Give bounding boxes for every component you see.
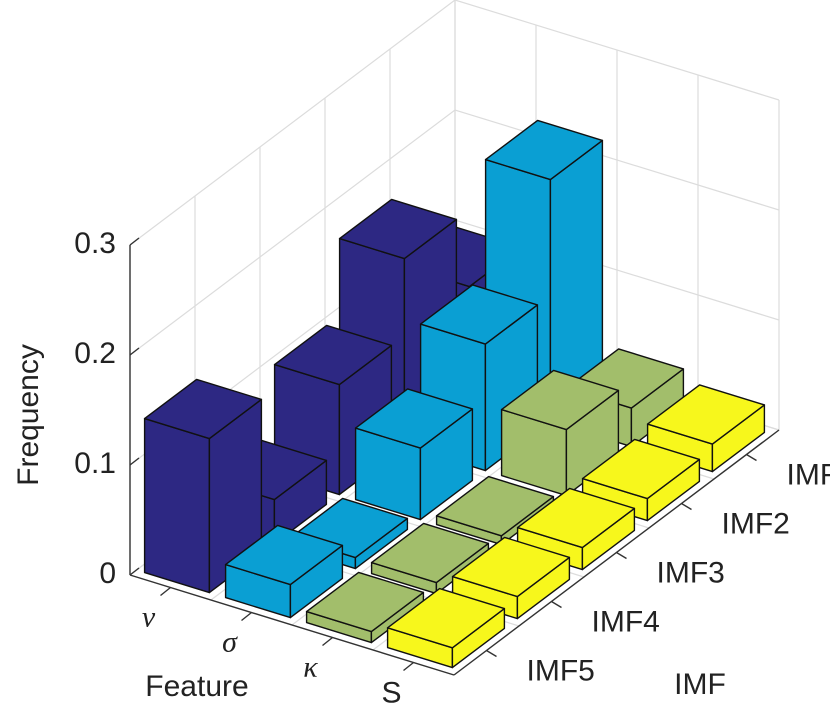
bar-top	[354, 388, 474, 449]
x-tick	[322, 636, 333, 647]
bar-top	[273, 324, 393, 386]
z-axis-title: Frequency	[12, 344, 45, 486]
z-tick-label: 0.1	[74, 447, 116, 480]
y-tick-label: IMF3	[657, 556, 725, 589]
x-tick-label: σ	[222, 625, 238, 658]
labels: 0 0.1 0.2 0.3 ν σ κ S IMF1 IMF2 IMF3 IMF4 IMF5	[74, 227, 830, 710]
bar-top	[484, 119, 604, 181]
bar-top	[386, 587, 506, 649]
y-axis-title: IMF	[674, 668, 726, 701]
y-tick	[616, 551, 627, 560]
z-tick	[129, 457, 140, 466]
z-tick	[129, 347, 140, 356]
bar-top	[224, 524, 344, 586]
bar-top	[338, 198, 458, 260]
bar	[500, 369, 620, 497]
bars	[143, 119, 766, 669]
z-tick-label: 0.2	[74, 337, 116, 370]
bar-top	[646, 384, 766, 445]
bar-front	[143, 417, 211, 594]
bar-top	[305, 571, 425, 633]
bar-top	[419, 284, 539, 345]
z-tick	[129, 567, 140, 576]
z-tick-label: 0.3	[74, 227, 116, 260]
bar-top	[370, 522, 490, 584]
bar-top	[435, 475, 555, 537]
bar-top	[451, 536, 571, 598]
z-tick	[129, 237, 140, 246]
y-tick-label: IMF4	[592, 605, 660, 638]
x-tick	[160, 586, 171, 597]
x-tick-label: ν	[142, 600, 156, 633]
grid-line	[129, 0, 780, 246]
x-axis	[129, 574, 455, 676]
y-tick	[486, 649, 497, 658]
bar-top	[516, 487, 636, 549]
y-tick-label: IMF2	[722, 507, 790, 540]
y-tick-label: IMF1	[787, 458, 830, 491]
x-tick-label: S	[381, 676, 401, 709]
bar-top	[581, 438, 701, 500]
x-axis-title: Feature	[145, 670, 248, 703]
y-tick-label: IMF5	[527, 654, 595, 687]
bar	[305, 571, 425, 644]
y-tick	[746, 453, 757, 462]
bar	[224, 524, 344, 619]
bar-top	[500, 369, 620, 431]
bar-top	[143, 378, 263, 440]
bar	[143, 378, 263, 594]
y-tick	[551, 600, 562, 609]
x-tick	[403, 661, 414, 672]
x-tick	[241, 611, 252, 622]
bar	[354, 388, 474, 521]
x-tick-label: κ	[303, 650, 318, 683]
z-tick-label: 0	[99, 557, 116, 590]
bar	[386, 587, 506, 669]
y-tick	[681, 502, 692, 511]
